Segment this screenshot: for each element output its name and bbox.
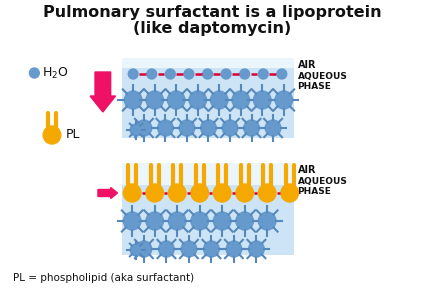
Circle shape [181, 241, 197, 257]
Circle shape [281, 184, 298, 202]
Circle shape [258, 69, 268, 79]
Circle shape [130, 244, 142, 256]
Circle shape [184, 69, 194, 79]
Circle shape [179, 120, 195, 136]
Circle shape [43, 126, 61, 144]
Circle shape [213, 184, 231, 202]
Circle shape [146, 91, 164, 109]
Circle shape [191, 184, 209, 202]
Circle shape [236, 184, 253, 202]
Circle shape [265, 120, 281, 136]
Circle shape [146, 184, 164, 202]
Text: (like daptomycin): (like daptomycin) [133, 21, 292, 36]
Circle shape [275, 91, 293, 109]
Circle shape [258, 212, 276, 230]
Circle shape [226, 241, 242, 257]
Circle shape [136, 120, 152, 136]
Text: AIR: AIR [298, 165, 316, 175]
Circle shape [136, 241, 152, 257]
Circle shape [191, 212, 209, 230]
Circle shape [203, 69, 212, 79]
Circle shape [221, 69, 231, 79]
Circle shape [232, 91, 249, 109]
Bar [122, 58, 294, 68]
Circle shape [159, 241, 174, 257]
Circle shape [130, 124, 142, 136]
Bar [122, 163, 294, 185]
FancyArrow shape [90, 72, 116, 112]
Circle shape [277, 69, 287, 79]
Circle shape [128, 69, 138, 79]
Bar [122, 68, 294, 138]
Circle shape [253, 91, 271, 109]
Circle shape [167, 91, 185, 109]
Circle shape [249, 241, 264, 257]
Circle shape [125, 91, 142, 109]
Circle shape [204, 241, 219, 257]
Circle shape [29, 68, 39, 78]
Circle shape [213, 212, 231, 230]
Circle shape [123, 212, 141, 230]
FancyArrow shape [98, 188, 117, 199]
Text: AIR: AIR [298, 60, 316, 70]
Circle shape [210, 91, 228, 109]
Circle shape [168, 212, 186, 230]
Circle shape [222, 120, 238, 136]
Text: AQUEOUS
PHASE: AQUEOUS PHASE [298, 177, 347, 197]
Text: PL = phospholipid (aka surfactant): PL = phospholipid (aka surfactant) [13, 273, 194, 283]
Text: Pulmonary surfactant is a lipoprotein: Pulmonary surfactant is a lipoprotein [43, 5, 382, 20]
Circle shape [147, 69, 157, 79]
Text: PL: PL [66, 129, 80, 142]
Circle shape [236, 212, 253, 230]
Bar [122, 185, 294, 255]
Circle shape [165, 69, 175, 79]
Circle shape [201, 120, 216, 136]
Text: H$_2$O: H$_2$O [42, 65, 69, 81]
Circle shape [146, 212, 164, 230]
Circle shape [189, 91, 207, 109]
Circle shape [244, 120, 259, 136]
Text: AQUEOUS
PHASE: AQUEOUS PHASE [298, 72, 347, 91]
Circle shape [168, 184, 186, 202]
Circle shape [158, 120, 173, 136]
Circle shape [123, 184, 141, 202]
Circle shape [258, 184, 276, 202]
Circle shape [240, 69, 249, 79]
